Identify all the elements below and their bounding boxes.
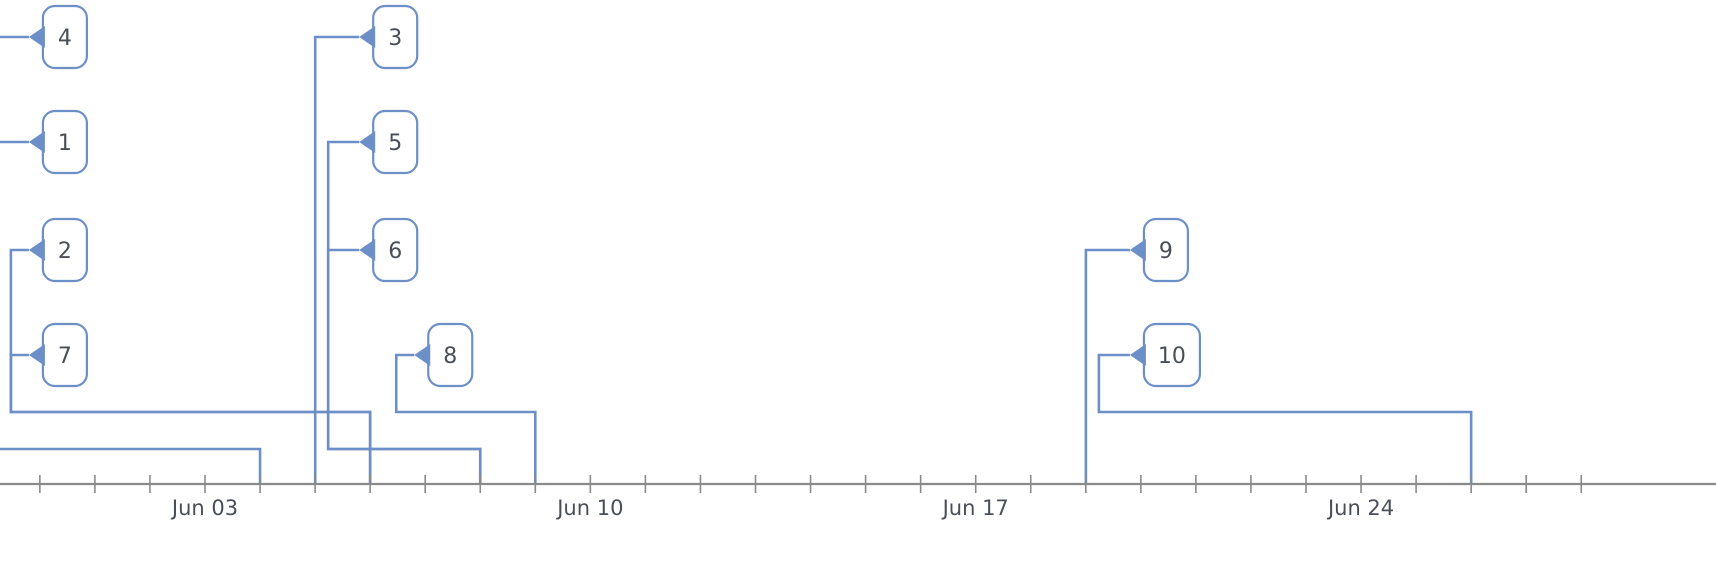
event-marker: 10 [1129,322,1202,388]
event-marker: 5 [359,109,419,175]
event-marker: 4 [28,4,89,70]
event-connector [9,353,372,484]
x-axis-tick-label: Jun 10 [555,496,623,520]
event-pointer [414,344,431,366]
x-axis-tick-label: Jun 03 [170,496,238,520]
event-pointer [359,131,376,153]
x-axis-tick-label: Jun 24 [1326,496,1394,520]
event-pointer [28,239,45,261]
event-marker: 1 [28,109,89,175]
event-label: 6 [388,239,402,264]
event-connector [1097,353,1473,484]
event-connector [0,35,29,39]
x-axis-tick-label: Jun 17 [941,496,1009,520]
event-label: 2 [58,239,72,264]
event-label: 5 [388,131,402,156]
event-label: 3 [388,26,402,51]
event-marker: 9 [1129,217,1190,283]
x-axis: Jun 03 Jun 10 Jun 17 Jun 24 [0,475,1716,520]
event-connector [0,140,262,484]
event-pointer [359,26,376,48]
event-marker: 8 [414,322,474,388]
event-label: 9 [1159,239,1173,264]
x-axis-minor-ticks [39,475,1583,493]
event-marker: 3 [359,4,419,70]
event-label: 10 [1158,344,1186,369]
event-pointer [359,239,376,261]
event-marker: 6 [359,217,419,283]
event-marker: 7 [28,322,89,388]
event-pointer [28,26,45,48]
event-connector [394,353,537,484]
x-axis-tick-labels: Jun 03 Jun 10 Jun 17 Jun 24 [170,496,1394,520]
event-label: 1 [58,131,72,156]
event-connector [313,35,360,484]
event-connector [1084,248,1130,484]
event-pointer [28,131,45,153]
event-label: 4 [58,26,72,51]
event-markers: 4 1 2 7 3 5 6 8 9 10 [28,4,1202,388]
event-connectors [0,35,1473,484]
event-pointer [1129,239,1146,261]
event-connector [326,248,482,484]
event-connector [326,140,482,484]
event-label: 8 [443,344,457,369]
event-marker: 2 [28,217,89,283]
event-pointer [1129,344,1146,366]
event-pointer [28,344,45,366]
event-label: 7 [58,344,72,369]
